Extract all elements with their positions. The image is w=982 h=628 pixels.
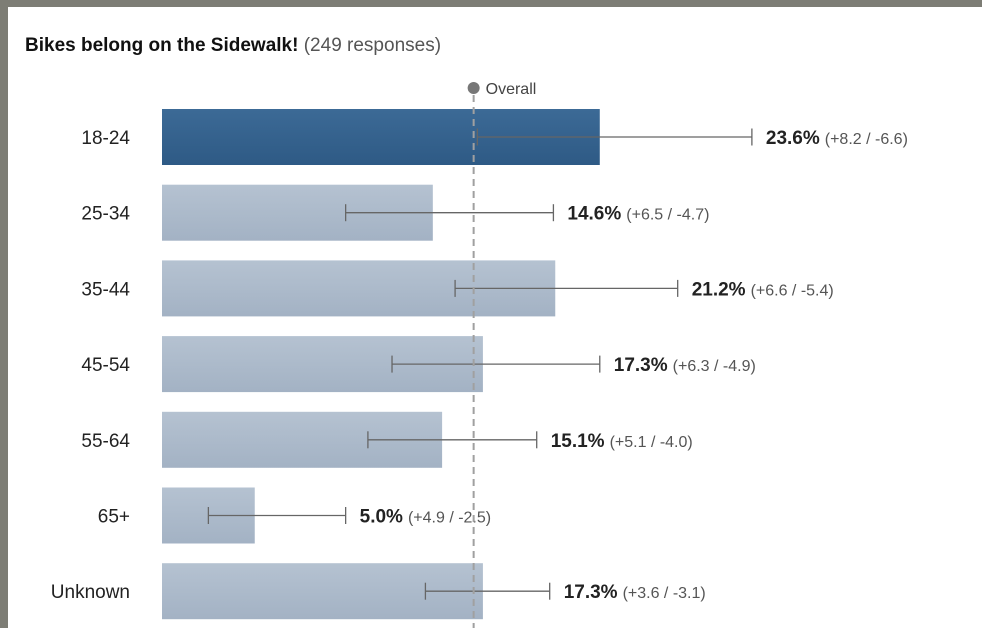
chart-subtitle: (249 responses) <box>303 35 442 56</box>
chart-header: Bikes belong on the Sidewalk! (249 respo… <box>25 35 441 57</box>
chart-title: Bikes belong on the Sidewalk! <box>25 35 299 56</box>
overall-label: Overall <box>486 81 537 98</box>
category-label: 65+ <box>98 507 130 528</box>
category-label: 45-54 <box>81 355 130 376</box>
confidence-interval-label: (+6.6 / -5.4) <box>751 282 834 299</box>
value-label: 23.6% <box>766 128 820 149</box>
value-label: 17.3% <box>564 582 618 603</box>
value-label: 15.1% <box>551 431 605 452</box>
value-label: 17.3% <box>614 355 668 376</box>
value-label: 5.0% <box>360 507 403 528</box>
confidence-interval-label: (+4.9 / -2.5) <box>408 510 491 527</box>
category-label: 18-24 <box>81 128 130 149</box>
confidence-interval-label: (+8.2 / -6.6) <box>825 131 908 148</box>
category-label: Unknown <box>51 582 130 603</box>
category-label: 25-34 <box>81 204 130 225</box>
confidence-interval-label: (+6.3 / -4.9) <box>673 358 756 375</box>
category-label: 35-44 <box>81 279 130 300</box>
value-label: 14.6% <box>567 204 621 225</box>
chart-panel: Bikes belong on the Sidewalk! (249 respo… <box>8 7 982 628</box>
confidence-interval-label: (+5.1 / -4.0) <box>610 434 693 451</box>
confidence-interval-label: (+6.5 / -4.7) <box>626 207 709 224</box>
bar-chart: 18-24 23.6% (+8.2 / -6.6) 25-34 14.6% (+6.5 /… <box>51 81 908 628</box>
value-label: 21.2% <box>692 279 746 300</box>
confidence-interval-label: (+3.6 / -3.1) <box>623 585 706 602</box>
category-label: 55-64 <box>81 431 130 452</box>
overall-marker-dot <box>467 82 480 94</box>
